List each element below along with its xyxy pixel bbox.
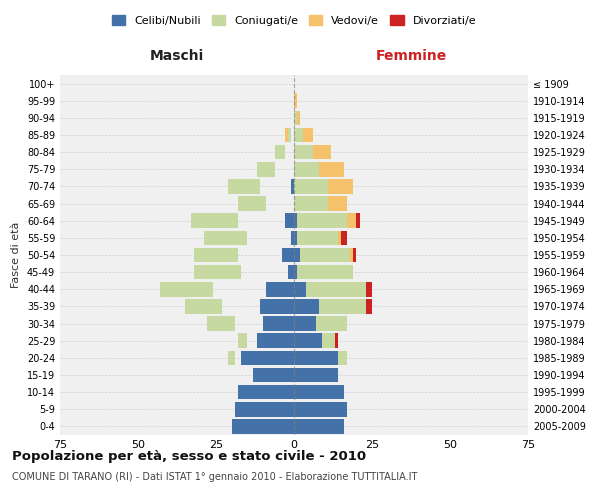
Bar [253, 179, 257, 194]
Bar [238, 334, 247, 348]
Bar [266, 282, 294, 296]
Bar [300, 248, 350, 262]
Bar [294, 179, 328, 194]
Bar [294, 162, 319, 176]
Bar [294, 145, 313, 160]
Bar [338, 350, 347, 365]
Bar [284, 128, 288, 142]
Bar [294, 334, 322, 348]
Bar [257, 162, 275, 176]
Bar [294, 265, 297, 280]
Bar [278, 145, 281, 160]
Bar [350, 248, 353, 262]
Bar [241, 350, 294, 365]
Bar [229, 350, 235, 365]
Bar [294, 282, 307, 296]
Bar [319, 299, 366, 314]
Bar [241, 230, 244, 245]
Bar [294, 248, 300, 262]
Bar [238, 385, 294, 400]
Text: Femmine: Femmine [376, 49, 446, 63]
Bar [353, 248, 356, 262]
Bar [288, 265, 294, 280]
Bar [191, 214, 238, 228]
Bar [203, 230, 247, 245]
Legend: Celibi/Nubili, Coniugati/e, Vedovi/e, Divorziati/e: Celibi/Nubili, Coniugati/e, Vedovi/e, Di… [107, 10, 481, 30]
Bar [294, 368, 338, 382]
Bar [194, 265, 241, 280]
Bar [206, 316, 235, 331]
Bar [291, 179, 294, 194]
Bar [257, 334, 294, 348]
Bar [304, 128, 313, 142]
Bar [335, 334, 338, 348]
Bar [275, 145, 284, 160]
Bar [366, 299, 372, 314]
Bar [366, 282, 372, 296]
Bar [194, 248, 238, 262]
Bar [206, 282, 210, 296]
Bar [263, 316, 294, 331]
Bar [297, 265, 353, 280]
Bar [238, 196, 266, 211]
Bar [185, 299, 222, 314]
Bar [338, 230, 341, 245]
Bar [294, 94, 297, 108]
Bar [294, 299, 319, 314]
Bar [297, 110, 300, 125]
Bar [281, 248, 294, 262]
Bar [294, 196, 328, 211]
Bar [250, 179, 253, 194]
Bar [294, 385, 344, 400]
Bar [294, 110, 297, 125]
Bar [160, 282, 213, 296]
Bar [297, 214, 347, 228]
Bar [322, 334, 335, 348]
Bar [288, 128, 291, 142]
Text: Popolazione per età, sesso e stato civile - 2010: Popolazione per età, sesso e stato civil… [12, 450, 366, 463]
Bar [356, 214, 359, 228]
Bar [294, 350, 338, 365]
Bar [232, 214, 235, 228]
Text: COMUNE DI TARANO (RI) - Dati ISTAT 1° gennaio 2010 - Elaborazione TUTTITALIA.IT: COMUNE DI TARANO (RI) - Dati ISTAT 1° ge… [12, 472, 418, 482]
Bar [232, 419, 294, 434]
Bar [294, 316, 316, 331]
Bar [341, 230, 347, 245]
Bar [229, 179, 260, 194]
Bar [316, 316, 347, 331]
Bar [313, 145, 331, 160]
Bar [347, 214, 356, 228]
Bar [260, 299, 294, 314]
Text: Maschi: Maschi [150, 49, 204, 63]
Bar [269, 162, 272, 176]
Bar [319, 162, 344, 176]
Bar [328, 179, 353, 194]
Bar [294, 230, 297, 245]
Bar [291, 230, 294, 245]
Bar [294, 402, 347, 416]
Bar [260, 196, 263, 211]
Bar [307, 282, 366, 296]
Bar [294, 128, 304, 142]
Bar [232, 248, 235, 262]
Bar [229, 214, 232, 228]
Bar [284, 214, 294, 228]
Bar [253, 368, 294, 382]
Bar [294, 214, 297, 228]
Bar [328, 196, 347, 211]
Bar [294, 419, 344, 434]
Y-axis label: Fasce di età: Fasce di età [11, 222, 21, 288]
Bar [229, 350, 232, 365]
Bar [235, 265, 238, 280]
Bar [297, 230, 338, 245]
Bar [235, 402, 294, 416]
